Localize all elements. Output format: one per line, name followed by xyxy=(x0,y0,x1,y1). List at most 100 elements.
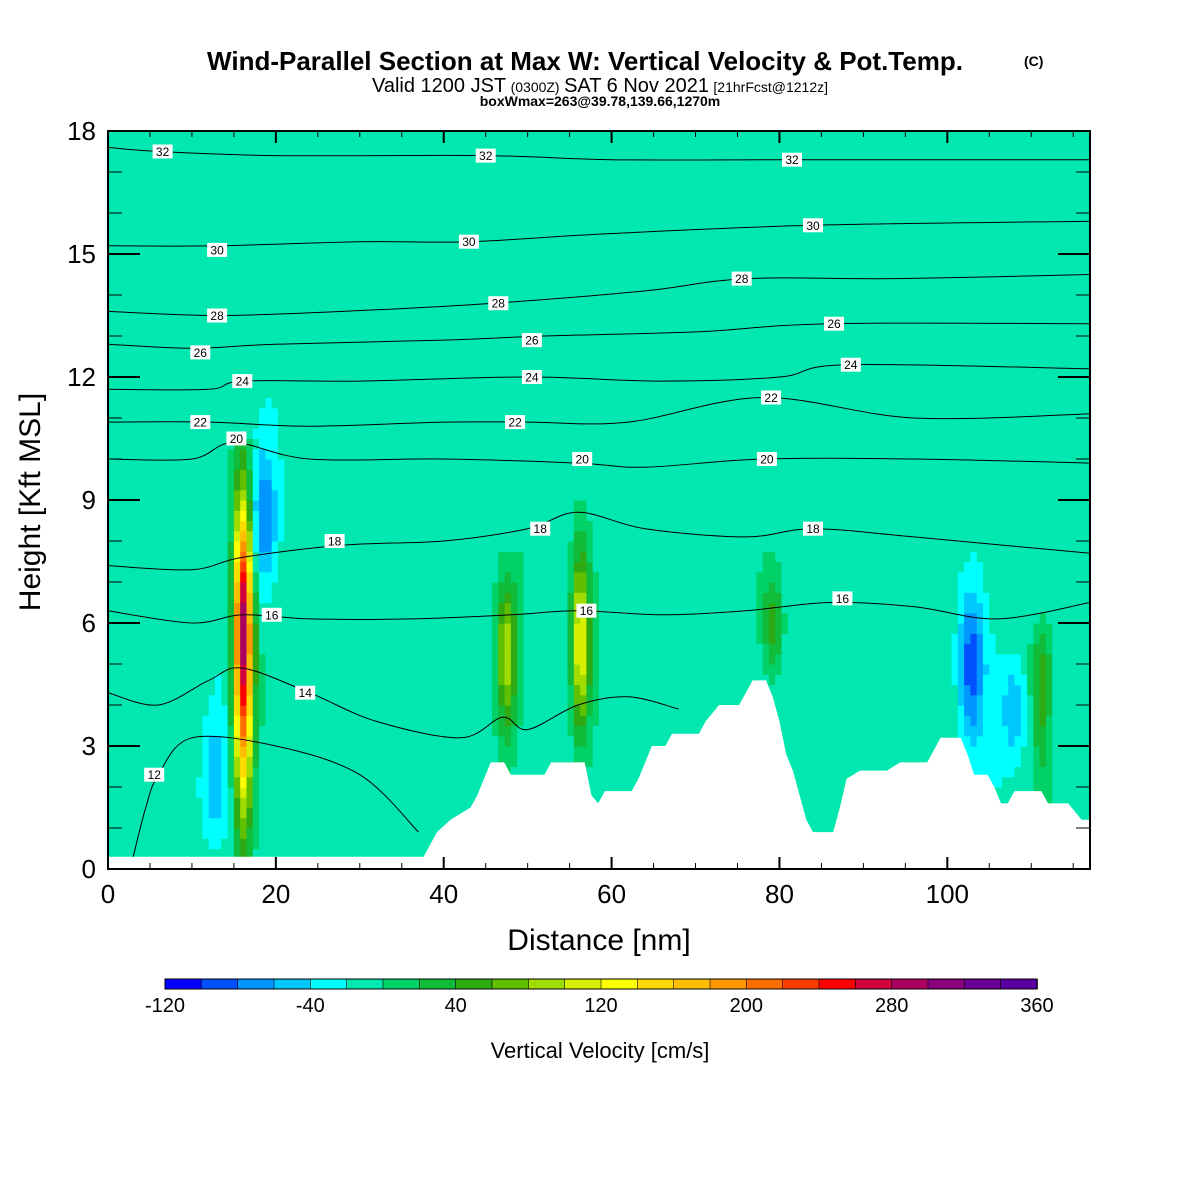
velocity-cell xyxy=(215,530,222,542)
velocity-cell xyxy=(277,551,285,563)
velocity-cell xyxy=(139,797,147,809)
velocity-cell xyxy=(334,131,342,142)
velocity-cell xyxy=(366,141,373,153)
velocity-cell xyxy=(397,305,405,317)
velocity-cell xyxy=(246,592,254,604)
velocity-cell xyxy=(359,582,367,593)
velocity-cell xyxy=(259,756,266,768)
velocity-cell xyxy=(152,418,159,429)
velocity-cell xyxy=(504,377,512,388)
velocity-cell xyxy=(290,387,298,399)
velocity-cell xyxy=(347,377,355,388)
velocity-cell xyxy=(366,377,373,388)
velocity-cell xyxy=(309,161,317,173)
velocity-cell xyxy=(315,223,323,235)
velocity-cell xyxy=(328,602,336,614)
velocity-cell xyxy=(259,561,266,573)
velocity-cell xyxy=(384,838,392,850)
velocity-cell xyxy=(259,551,266,563)
velocity-cell xyxy=(479,377,487,388)
velocity-cell xyxy=(240,315,248,327)
velocity-cell xyxy=(384,366,392,378)
velocity-cell xyxy=(265,182,273,194)
velocity-cell xyxy=(183,705,191,716)
velocity-cell xyxy=(328,448,336,460)
velocity-cell xyxy=(529,233,537,245)
velocity-cell xyxy=(403,459,411,470)
velocity-cell xyxy=(227,787,235,798)
velocity-cell xyxy=(139,633,147,645)
velocity-cell xyxy=(265,407,273,419)
velocity-cell xyxy=(347,694,355,706)
velocity-cell xyxy=(403,530,411,542)
velocity-cell xyxy=(221,192,229,204)
velocity-cell xyxy=(504,735,512,747)
velocity-cell xyxy=(510,510,518,522)
velocity-cell xyxy=(114,694,122,706)
velocity-cell xyxy=(189,623,197,634)
velocity-cell xyxy=(126,254,134,265)
velocity-cell xyxy=(303,571,311,583)
velocity-cell xyxy=(536,274,543,286)
velocity-cell xyxy=(240,182,248,194)
velocity-cell xyxy=(290,838,298,850)
velocity-cell xyxy=(221,520,229,532)
velocity-cell xyxy=(372,213,380,224)
velocity-cell xyxy=(221,202,229,214)
velocity-cell xyxy=(164,582,172,593)
velocity-cell xyxy=(296,284,304,296)
velocity-cell xyxy=(403,776,411,788)
velocity-cell xyxy=(309,510,317,522)
velocity-cell xyxy=(441,623,449,634)
velocity-cell xyxy=(133,551,141,563)
velocity-cell xyxy=(517,684,525,696)
velocity-cell xyxy=(227,172,235,183)
velocity-cell xyxy=(189,602,197,614)
velocity-cell xyxy=(378,725,386,737)
velocity-cell xyxy=(265,623,273,634)
velocity-cell xyxy=(145,192,153,204)
velocity-cell xyxy=(529,459,537,470)
velocity-cell xyxy=(491,459,499,470)
velocity-cell xyxy=(284,254,292,265)
velocity-cell xyxy=(240,520,248,532)
velocity-cell xyxy=(233,233,241,245)
velocity-cell xyxy=(183,418,191,429)
velocity-cell xyxy=(202,295,210,306)
velocity-cell xyxy=(429,571,436,583)
velocity-cell xyxy=(277,254,285,265)
velocity-cell xyxy=(366,633,373,645)
velocity-cell xyxy=(347,336,355,347)
velocity-cell xyxy=(133,233,141,245)
velocity-cell xyxy=(120,264,128,276)
velocity-cell xyxy=(523,264,531,276)
velocity-cell xyxy=(536,500,543,511)
velocity-cell xyxy=(177,694,185,706)
velocity-cell xyxy=(170,223,178,235)
velocity-cell xyxy=(303,807,311,819)
velocity-cell xyxy=(158,223,166,235)
velocity-cell xyxy=(485,161,493,173)
velocity-cell xyxy=(378,295,386,306)
velocity-cell xyxy=(170,582,178,593)
velocity-cell xyxy=(504,254,512,265)
velocity-cell xyxy=(215,264,222,276)
velocity-cell xyxy=(397,643,405,655)
velocity-cell xyxy=(422,623,430,634)
velocity-cell xyxy=(347,561,355,573)
velocity-cell xyxy=(183,397,191,409)
velocity-cell xyxy=(164,612,172,624)
subtitle-date: SAT 6 Nov 2021 xyxy=(564,75,709,97)
velocity-cell xyxy=(145,561,153,573)
velocity-cell xyxy=(277,828,285,839)
velocity-cell xyxy=(246,346,254,358)
velocity-cell xyxy=(322,766,329,778)
velocity-cell xyxy=(422,838,430,850)
velocity-cell xyxy=(340,612,348,624)
velocity-cell xyxy=(271,182,279,194)
velocity-cell xyxy=(120,489,128,501)
velocity-cell xyxy=(108,838,115,850)
velocity-cell xyxy=(152,131,159,142)
velocity-cell xyxy=(517,325,525,337)
velocity-cell xyxy=(233,295,241,306)
